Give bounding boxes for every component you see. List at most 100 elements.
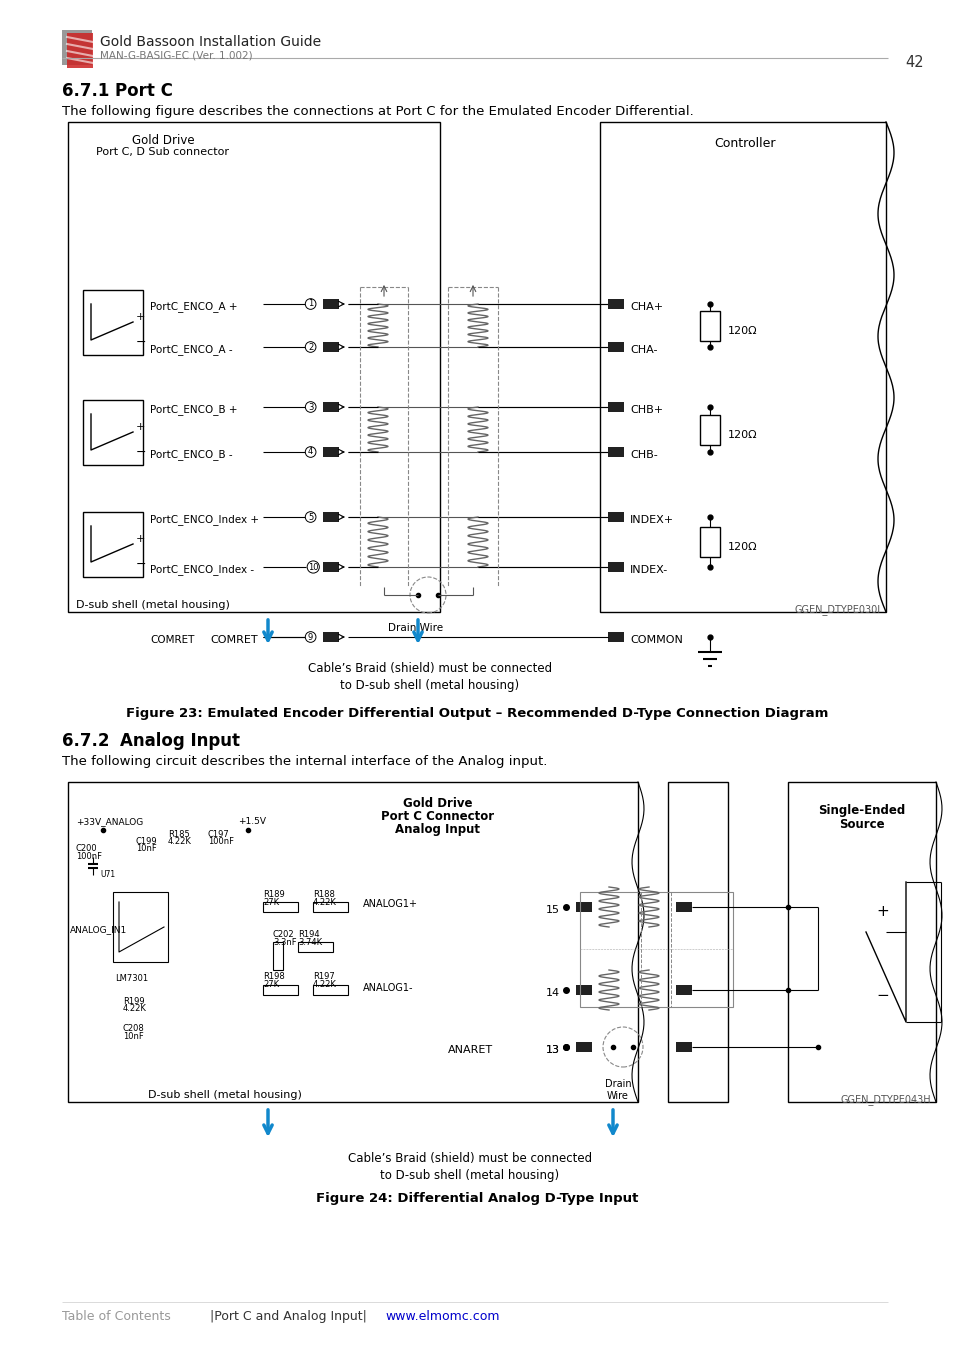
Text: ANALOG1+: ANALOG1+ [363, 899, 417, 909]
Text: Gold Bassoon Installation Guide: Gold Bassoon Installation Guide [100, 35, 321, 49]
Text: Analog Input: Analog Input [395, 824, 480, 836]
Bar [313, 902, 348, 913]
Bar [62, 30, 91, 65]
Text: +33V_ANALOG: +33V_ANALOG [76, 817, 143, 826]
Text: 10: 10 [308, 563, 318, 571]
Text: −: − [875, 987, 888, 1003]
Text: 100nF: 100nF [76, 852, 102, 861]
Bar [263, 902, 297, 913]
Text: R194: R194 [297, 930, 319, 940]
Text: −: − [136, 446, 147, 459]
Text: 15: 15 [545, 904, 559, 915]
Text: Source: Source [839, 818, 883, 832]
Text: U71: U71 [100, 869, 115, 879]
Text: Figure 23: Emulated Encoder Differential Output – Recommended D-Type Connection : Figure 23: Emulated Encoder Differential… [126, 707, 827, 720]
Text: INDEX+: INDEX+ [629, 514, 674, 525]
Text: Port C, D Sub connector: Port C, D Sub connector [96, 147, 230, 157]
Text: ANALOG_IN1: ANALOG_IN1 [70, 926, 127, 934]
Text: 5: 5 [308, 513, 313, 521]
Text: Table of Contents: Table of Contents [62, 1310, 171, 1323]
Text: +: + [136, 423, 145, 432]
Bar [273, 942, 283, 971]
Text: 100nF: 100nF [208, 837, 233, 846]
Text: +1.5V: +1.5V [237, 817, 266, 826]
Text: PortC_ENCO_A +: PortC_ENCO_A + [150, 301, 237, 312]
Bar [700, 310, 720, 340]
Text: CHA+: CHA+ [629, 302, 662, 312]
Bar [579, 892, 732, 1007]
Text: ANALOG1-: ANALOG1- [363, 983, 413, 994]
Text: CHB-: CHB- [629, 450, 657, 460]
Bar [576, 902, 592, 913]
Text: 4.22K: 4.22K [168, 837, 192, 846]
Text: |Port C and Analog Input|: |Port C and Analog Input| [210, 1310, 367, 1323]
Text: 2: 2 [308, 343, 313, 351]
Text: COMRET: COMRET [211, 634, 257, 645]
Bar [576, 986, 592, 995]
Text: 120Ω: 120Ω [727, 541, 757, 552]
Bar [576, 1042, 592, 1052]
Text: Gold Drive: Gold Drive [403, 796, 473, 810]
Text: CHA-: CHA- [629, 346, 657, 355]
Text: R189: R189 [263, 890, 284, 899]
Bar [607, 562, 623, 572]
Bar [67, 32, 92, 68]
Text: 120Ω: 120Ω [727, 429, 757, 440]
Bar [323, 342, 338, 352]
Bar [676, 1042, 691, 1052]
Bar [700, 526, 720, 558]
Text: +: + [875, 904, 888, 919]
Text: PortC_ENCO_B +: PortC_ENCO_B + [150, 405, 237, 416]
Text: INDEX-: INDEX- [629, 566, 667, 575]
Text: C202: C202 [273, 930, 294, 940]
Text: C200: C200 [76, 844, 97, 853]
Text: Port C Connector: Port C Connector [381, 810, 494, 824]
Bar [607, 342, 623, 352]
Text: 42: 42 [904, 55, 923, 70]
Text: Drain Wire: Drain Wire [388, 622, 443, 633]
Bar [323, 632, 338, 643]
Bar [576, 1042, 592, 1052]
Text: The following circuit describes the internal interface of the Analog input.: The following circuit describes the inte… [62, 755, 547, 768]
Text: 27K: 27K [263, 980, 279, 990]
Text: Port C: Port C [115, 82, 172, 100]
Text: 4: 4 [308, 447, 313, 456]
Text: R185: R185 [168, 830, 190, 838]
Bar [676, 986, 691, 995]
Bar [599, 122, 885, 612]
Text: PortC_ENCO_B -: PortC_ENCO_B - [150, 450, 233, 460]
Bar [323, 298, 338, 309]
Bar [676, 1042, 691, 1052]
Text: to D-sub shell (metal housing): to D-sub shell (metal housing) [380, 1169, 559, 1183]
Bar [607, 298, 623, 309]
Bar [313, 986, 348, 995]
Bar [83, 400, 143, 464]
Text: PortC_ENCO_Index +: PortC_ENCO_Index + [150, 514, 258, 525]
Bar [607, 402, 623, 412]
Text: +: + [136, 312, 145, 323]
Bar [607, 447, 623, 458]
Bar [323, 402, 338, 412]
Text: The following figure describes the connections at Port C for the Emulated Encode: The following figure describes the conne… [62, 105, 693, 117]
Text: Cable’s Braid (shield) must be connected: Cable’s Braid (shield) must be connected [348, 1152, 592, 1165]
Text: PortC_ENCO_Index -: PortC_ENCO_Index - [150, 564, 253, 575]
Text: 3: 3 [308, 402, 313, 412]
Text: GGEN_DTYPE030I: GGEN_DTYPE030I [794, 603, 880, 614]
Text: Figure 24: Differential Analog D-Type Input: Figure 24: Differential Analog D-Type In… [315, 1192, 638, 1206]
Text: COMMON: COMMON [629, 634, 682, 645]
Text: 14: 14 [545, 988, 559, 998]
Text: 10nF: 10nF [123, 1031, 144, 1041]
Text: 120Ω: 120Ω [727, 325, 757, 336]
Bar [323, 562, 338, 572]
Bar [297, 942, 333, 952]
Text: Cable’s Braid (shield) must be connected: Cable’s Braid (shield) must be connected [308, 662, 552, 675]
Text: C208: C208 [123, 1025, 145, 1033]
Text: Gold Drive: Gold Drive [132, 134, 194, 147]
Text: Analog Input: Analog Input [120, 732, 240, 751]
Text: C197: C197 [208, 830, 230, 838]
Text: D-sub shell (metal housing): D-sub shell (metal housing) [148, 1089, 301, 1100]
Text: LM7301: LM7301 [115, 973, 148, 983]
Text: GGEN_DTYPE043H: GGEN_DTYPE043H [840, 1094, 930, 1104]
Bar [68, 122, 439, 612]
Text: www.elmomc.com: www.elmomc.com [385, 1310, 499, 1323]
